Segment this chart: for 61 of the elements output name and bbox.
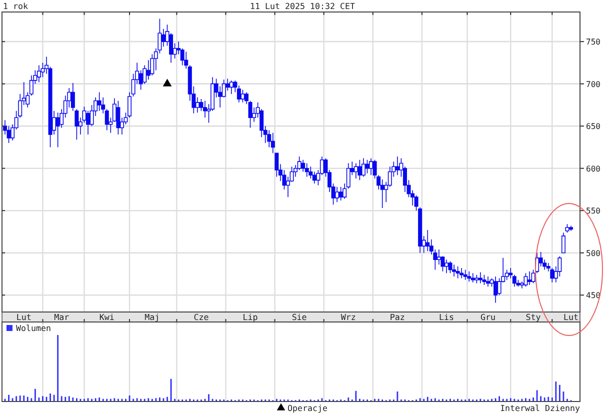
- y-tick-label: 650: [586, 122, 601, 132]
- text: Interwal Dzienny: [500, 403, 580, 413]
- x-tick-label: Maj: [144, 312, 160, 322]
- candlestick: [486, 276, 490, 288]
- legend-label: Operacje: [288, 403, 328, 413]
- x-tick-label: Lut: [16, 312, 32, 322]
- candlestick: [561, 232, 566, 254]
- candlestick: [460, 268, 464, 279]
- candlestick: [202, 100, 207, 118]
- chart-title: 1 rok: [3, 1, 28, 11]
- candlestick: [527, 271, 532, 286]
- candlestick: [395, 156, 400, 176]
- candlestick: [470, 272, 475, 283]
- chart-subtitle: 11 Lut 2025 10:32 CET: [250, 1, 355, 11]
- x-tick-label: Sie: [292, 312, 307, 322]
- x-tick-label: Lis: [438, 312, 454, 322]
- candlestick: [358, 159, 362, 181]
- x-tick-label: Cze: [194, 312, 209, 322]
- candlestick: [229, 80, 234, 94]
- candlestick: [56, 112, 60, 148]
- candlestick: [478, 272, 482, 284]
- candlestick: [304, 162, 309, 178]
- y-tick-label: 600: [586, 164, 601, 174]
- legend-label: Wolumen: [16, 323, 51, 333]
- x-tick-label: Gru: [480, 312, 496, 322]
- candlestick: [369, 158, 374, 176]
- candlestick: [474, 274, 479, 284]
- candlestick: [482, 274, 486, 286]
- x-tick-label: Paz: [390, 312, 405, 322]
- candlestick: [335, 186, 340, 203]
- y-tick-label: 750: [586, 38, 601, 47]
- candlestick: [426, 230, 430, 252]
- x-tick-label: Wrz: [340, 312, 356, 322]
- candlestick: [240, 89, 245, 103]
- x-tick-label: Kwi: [99, 312, 114, 322]
- candlestick: [36, 64, 41, 83]
- candlestick: [380, 178, 384, 208]
- y-tick-label: 700: [586, 80, 601, 89]
- y-tick-label: 550: [586, 206, 601, 216]
- candlestick: [569, 225, 573, 232]
- candlestick: [516, 279, 520, 288]
- x-tick-label: Lip: [242, 312, 258, 322]
- candlestick: [448, 260, 452, 274]
- candlestick: [444, 259, 448, 274]
- y-tick-label: 500: [586, 248, 601, 258]
- candlestick: [463, 269, 468, 280]
- candlestick: [354, 162, 358, 179]
- candlestick: [116, 100, 120, 135]
- candlestick: [467, 271, 472, 282]
- candlestick: [494, 276, 498, 304]
- candlestick: [361, 158, 366, 178]
- candlestick: [456, 266, 460, 279]
- candlestick: [565, 224, 570, 233]
- x-tick-label: Sty: [526, 312, 541, 322]
- candlestick: [452, 264, 456, 277]
- candlestick: [338, 186, 343, 201]
- x-tick-label: Lut: [564, 312, 578, 322]
- y-tick-label: 450: [586, 291, 601, 300]
- x-tick-label: Mar: [54, 312, 70, 322]
- candlestick: [365, 159, 370, 174]
- candlestick: [524, 272, 528, 288]
